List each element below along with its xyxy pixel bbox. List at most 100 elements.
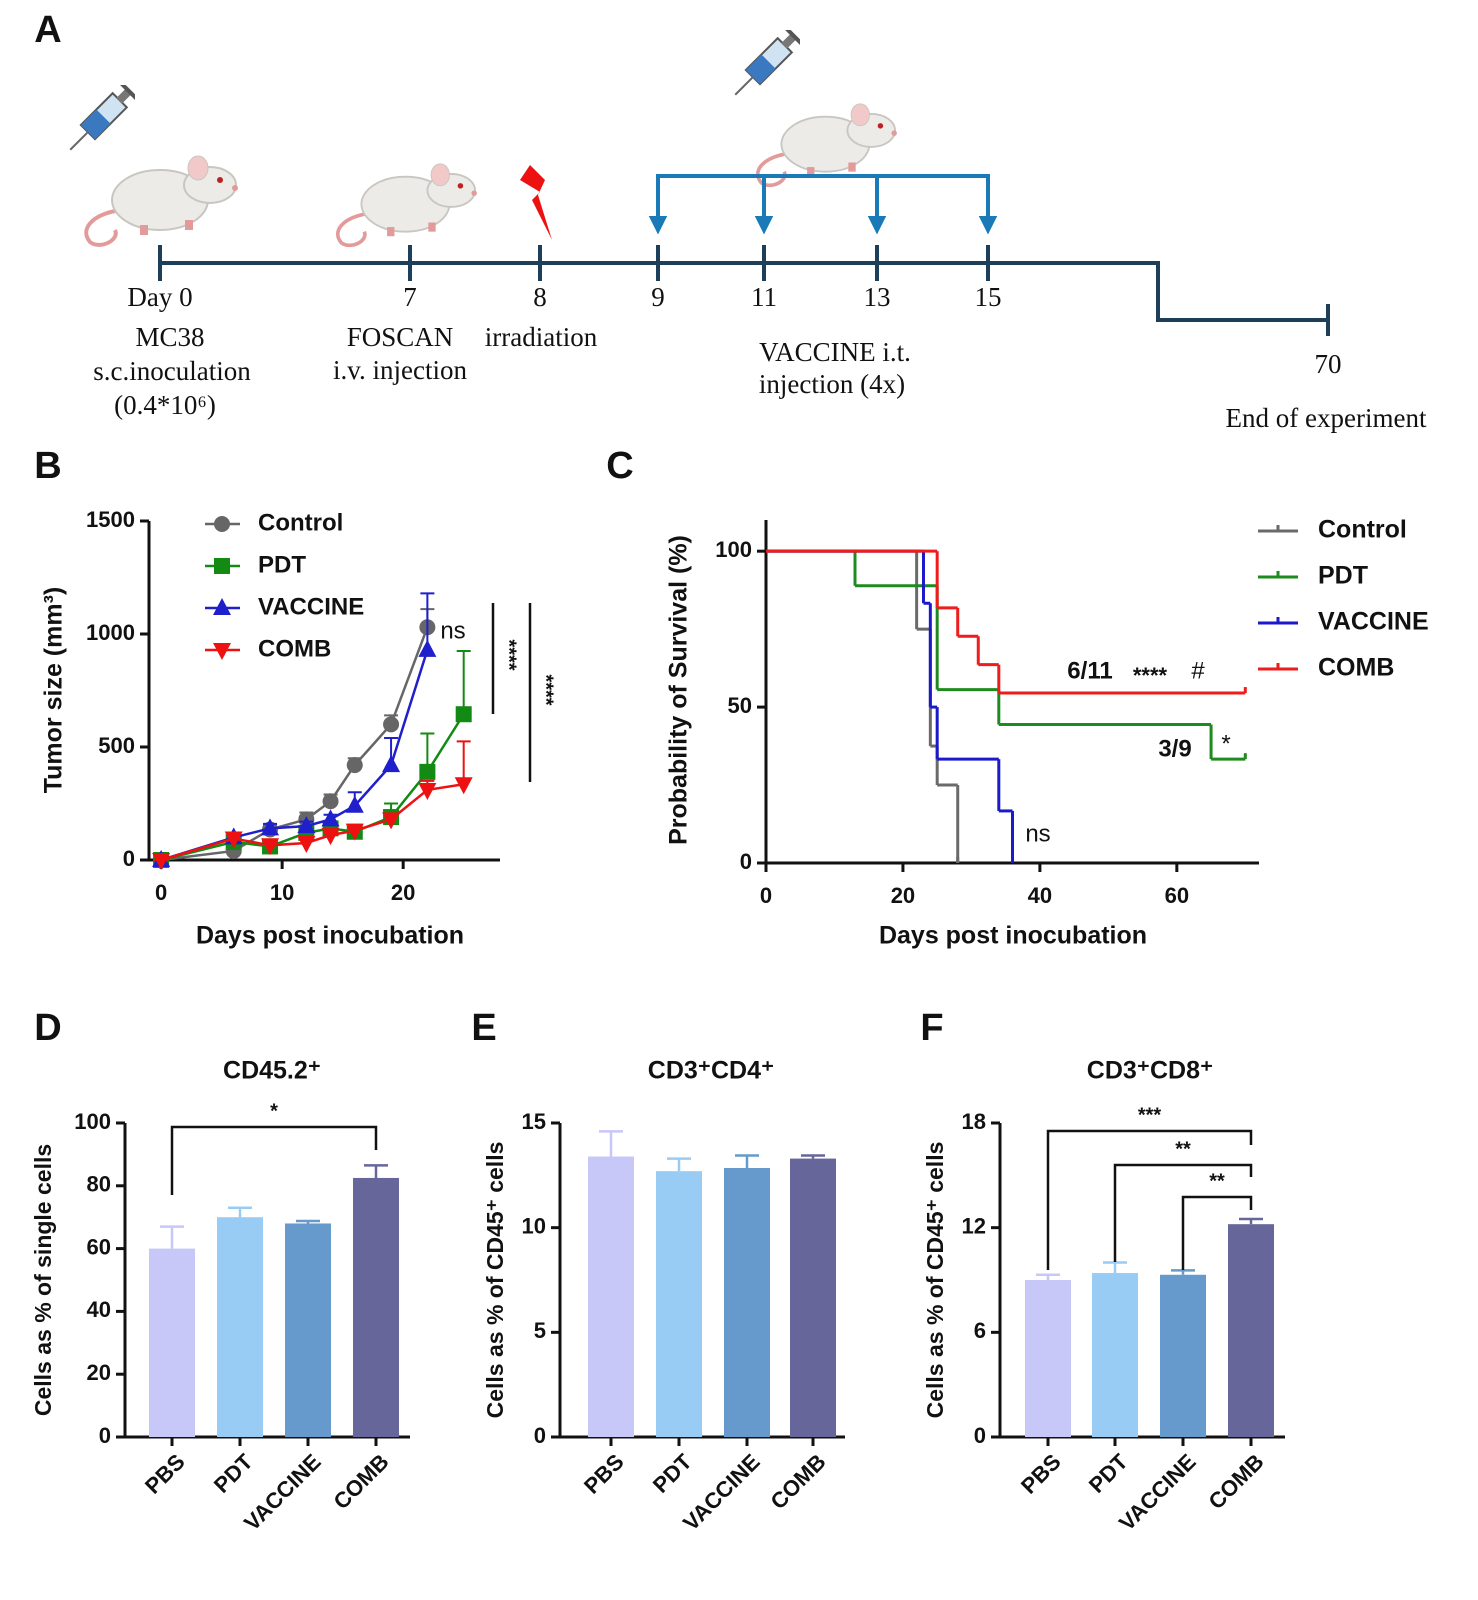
x-axis-label: Days post inocubation — [879, 922, 1147, 950]
error-bar — [1171, 1269, 1195, 1275]
panel-label: C — [606, 445, 633, 487]
x-tick-label: PDT — [1084, 1449, 1133, 1498]
error-bar — [1239, 1217, 1263, 1225]
panel-label: B — [34, 445, 61, 487]
marker — [418, 782, 437, 800]
bar — [1092, 1273, 1138, 1437]
marker — [297, 836, 316, 854]
significance-bracket — [1046, 1129, 1253, 1270]
y-axis-label: Probability of Survival (%) — [665, 535, 693, 845]
marker — [382, 755, 401, 773]
x-tick-label: 0 — [760, 883, 772, 908]
significance-label: ** — [1175, 1138, 1191, 1160]
y-tick-label: 18 — [962, 1109, 986, 1134]
y-tick-label: 12 — [962, 1213, 986, 1238]
y-axis-label: Cells as % of CD45⁺ cells — [922, 1142, 948, 1419]
y-tick-label: 0 — [534, 1423, 546, 1448]
marker — [213, 643, 231, 660]
y-axis-label: Cells as % of single cells — [30, 1144, 56, 1416]
timeline-note: MC38 — [135, 322, 204, 352]
bar — [285, 1223, 331, 1437]
y-tick-label: 100 — [74, 1109, 111, 1134]
error-bar — [735, 1154, 759, 1169]
timeline-note: i.v. injection — [333, 355, 467, 385]
x-tick-label: 10 — [270, 880, 294, 905]
timeline-note: injection (4x) — [759, 369, 905, 399]
significance-bracket — [1113, 1163, 1253, 1262]
marker — [345, 795, 364, 813]
panel-label: D — [34, 1007, 61, 1049]
error-bar — [456, 740, 471, 785]
y-tick-label: 50 — [728, 693, 752, 718]
marker — [213, 598, 231, 615]
timeline-note: irradiation — [485, 322, 598, 352]
y-tick-label: 10 — [522, 1213, 546, 1238]
bar — [1025, 1280, 1071, 1437]
panel-label: E — [471, 1007, 496, 1049]
x-tick-label: 20 — [391, 880, 415, 905]
y-tick-label: 5 — [534, 1318, 546, 1343]
timeline-note: End of experiment — [1226, 403, 1427, 433]
x-tick-label: PBS — [579, 1449, 629, 1499]
marker — [261, 818, 280, 836]
annotation: # — [1191, 657, 1205, 684]
legend-label: Control — [258, 509, 343, 536]
day-label: 15 — [975, 282, 1002, 312]
day-label: 9 — [651, 282, 665, 312]
y-axis-label: Tumor size (mm³) — [40, 587, 68, 794]
y-tick-label: 0 — [974, 1423, 986, 1448]
bar — [149, 1248, 195, 1437]
significance-label: *** — [1138, 1104, 1162, 1126]
marker — [297, 816, 316, 834]
timeline-note: FOSCAN — [347, 322, 454, 352]
series-line — [160, 649, 429, 862]
significance-label: ** — [1209, 1170, 1225, 1192]
y-tick-label: 100 — [715, 537, 752, 562]
chart-title: CD3⁺CD8⁺ — [1087, 1057, 1213, 1085]
error-bar — [599, 1130, 623, 1157]
day-label: 8 — [533, 282, 547, 312]
marker — [321, 809, 340, 827]
x-tick-label: COMB — [765, 1449, 830, 1514]
day-label: 11 — [751, 282, 777, 312]
marker — [383, 716, 400, 733]
legend-label: VACCINE — [258, 593, 364, 620]
y-axis-label: Cells as % of CD45⁺ cells — [482, 1142, 508, 1419]
error-bar — [160, 1225, 184, 1249]
legend-label: Control — [1318, 516, 1407, 544]
marker — [214, 516, 230, 532]
marker — [418, 639, 437, 657]
marker — [455, 706, 472, 723]
x-tick-label: 40 — [1028, 883, 1052, 908]
y-tick-label: 0 — [740, 849, 752, 874]
y-tick-label: 80 — [87, 1172, 111, 1197]
bar — [656, 1171, 702, 1437]
marker — [382, 812, 401, 830]
x-axis-label: Days post inocubation — [196, 922, 464, 950]
y-tick-label: 1000 — [86, 620, 135, 645]
bar — [1160, 1274, 1206, 1437]
bar — [588, 1156, 634, 1437]
marker — [261, 838, 280, 856]
error-bar — [1036, 1273, 1060, 1280]
timeline-note: s.c.inoculation — [93, 356, 251, 386]
y-tick-label: 1500 — [86, 507, 135, 532]
illustrations — [60, 30, 1330, 336]
y-tick-label: 6 — [974, 1318, 986, 1343]
x-tick-label: 20 — [891, 883, 915, 908]
timeline-note: (0.4*10⁶) — [114, 390, 216, 420]
annotation: **** — [1133, 663, 1168, 688]
marker — [419, 763, 436, 780]
error-bar — [801, 1154, 825, 1159]
marker — [152, 853, 171, 870]
significance-bracket — [1181, 1195, 1253, 1270]
marker — [322, 793, 339, 810]
day-label: Day 0 — [127, 282, 192, 312]
bar — [1228, 1224, 1274, 1437]
chart-title: CD3⁺CD4⁺ — [648, 1057, 774, 1085]
x-tick-label: PBS — [140, 1449, 190, 1499]
marker — [346, 757, 363, 774]
annotation: * — [1221, 730, 1230, 757]
x-tick-label: COMB — [328, 1449, 393, 1514]
